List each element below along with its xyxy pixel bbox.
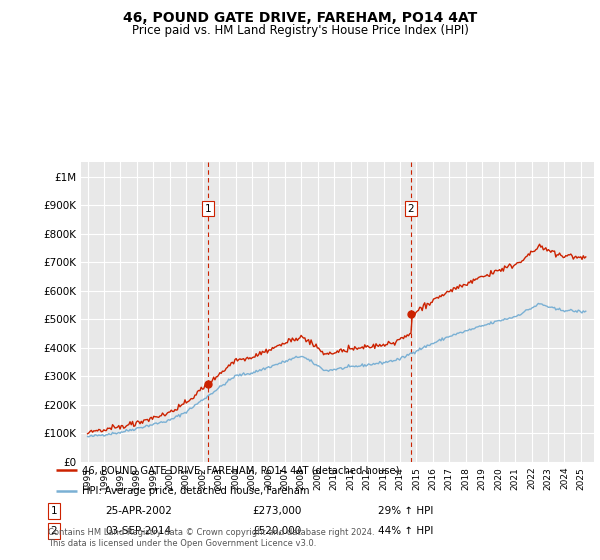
Text: 29% ↑ HPI: 29% ↑ HPI	[378, 506, 433, 516]
Text: 1: 1	[205, 204, 211, 214]
Text: £273,000: £273,000	[252, 506, 301, 516]
Text: 46, POUND GATE DRIVE, FAREHAM, PO14 4AT (detached house): 46, POUND GATE DRIVE, FAREHAM, PO14 4AT …	[82, 465, 400, 475]
Text: Contains HM Land Registry data © Crown copyright and database right 2024.
This d: Contains HM Land Registry data © Crown c…	[48, 528, 374, 548]
Text: £520,000: £520,000	[252, 526, 301, 536]
Text: Price paid vs. HM Land Registry's House Price Index (HPI): Price paid vs. HM Land Registry's House …	[131, 24, 469, 36]
Text: 03-SEP-2014: 03-SEP-2014	[105, 526, 171, 536]
Text: 25-APR-2002: 25-APR-2002	[105, 506, 172, 516]
Text: 2: 2	[50, 526, 58, 536]
Text: 1: 1	[50, 506, 58, 516]
Text: 44% ↑ HPI: 44% ↑ HPI	[378, 526, 433, 536]
Text: 2: 2	[407, 204, 415, 214]
Text: HPI: Average price, detached house, Fareham: HPI: Average price, detached house, Fare…	[82, 486, 310, 496]
Text: 46, POUND GATE DRIVE, FAREHAM, PO14 4AT: 46, POUND GATE DRIVE, FAREHAM, PO14 4AT	[123, 11, 477, 25]
